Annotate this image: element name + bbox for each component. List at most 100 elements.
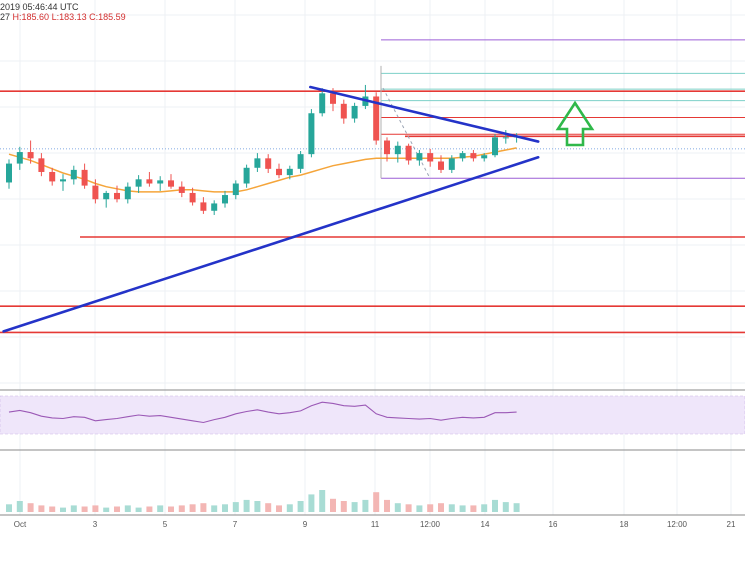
candle-body <box>81 169 88 186</box>
volume-bar <box>222 504 228 512</box>
candle-body <box>286 168 293 176</box>
volume-bar <box>189 504 196 512</box>
x-tick-label: 3 <box>93 520 98 529</box>
x-tick-label: 7 <box>233 520 238 529</box>
candle-body <box>492 137 498 156</box>
x-tick-label: 18 <box>620 520 629 529</box>
candle-body <box>405 145 412 161</box>
candle-body <box>265 158 272 169</box>
candle-body <box>340 103 347 119</box>
volume-bar <box>492 499 498 512</box>
horizontal-levels <box>0 90 745 334</box>
candle-body <box>502 137 509 139</box>
candle-body <box>92 185 99 200</box>
candle-body <box>254 158 261 168</box>
volume-bar <box>340 501 347 512</box>
candle-body <box>297 154 304 169</box>
volume-bar <box>60 507 66 512</box>
up-arrow-icon <box>555 100 595 147</box>
header-open: 27 <box>0 12 11 22</box>
rsi-panel <box>0 395 745 435</box>
volume-bar <box>319 490 326 512</box>
volume-bar <box>168 506 174 512</box>
candle-body <box>189 192 196 203</box>
rsi-line <box>8 401 517 424</box>
volume-bar <box>438 503 444 512</box>
volume-bar <box>308 494 315 512</box>
volume-bar <box>265 503 272 512</box>
volume-bar <box>394 503 401 512</box>
candle-body <box>16 152 23 164</box>
candle-body <box>70 169 77 180</box>
volume-bar <box>178 505 185 512</box>
volume-bar <box>200 503 207 512</box>
candle-body <box>373 96 380 141</box>
candle-body <box>222 195 228 204</box>
volume-bar <box>286 504 293 512</box>
candle-body <box>308 113 315 155</box>
grid <box>0 0 745 516</box>
volume-bar <box>416 505 423 512</box>
header-low: L:183.13 <box>51 12 87 22</box>
volume-bar <box>481 504 488 512</box>
fib-diagonal-line <box>382 87 431 179</box>
candlesticks <box>6 84 520 215</box>
x-axis: Oct 3 5 7 9 11 12:00 14 16 18 12:00 21 <box>14 520 736 529</box>
header-high: H:185.60 <box>12 12 50 22</box>
x-tick-label: 5 <box>163 520 168 529</box>
volume-bar <box>448 504 455 512</box>
x-tick-label: 12:00 <box>420 520 441 529</box>
candle-body <box>459 153 466 159</box>
volume-bar <box>146 506 153 512</box>
volume-bar <box>254 501 261 512</box>
volume-bar <box>157 505 164 512</box>
volume-bar <box>373 492 380 512</box>
candle-body <box>103 192 110 200</box>
volume-bar <box>362 499 369 512</box>
volume-bar <box>81 506 88 512</box>
volume-bar <box>459 505 466 512</box>
candle-body <box>114 192 120 200</box>
volume-bar <box>135 507 142 512</box>
volume-bar <box>330 498 336 512</box>
ohlc-header: 2019 05:46:44 UTC 27 H:185.60 L:183.13 C… <box>0 2 126 22</box>
candle-body <box>481 155 488 159</box>
x-tick-label: 14 <box>481 520 490 529</box>
volume-bar <box>513 503 520 512</box>
candle-body <box>470 153 477 159</box>
volume-bar <box>427 504 434 512</box>
candle-body <box>6 163 12 183</box>
volume-bar <box>405 504 412 512</box>
candle-body <box>124 186 131 200</box>
candle-body <box>416 153 423 161</box>
candle-body <box>427 153 434 162</box>
candle-body <box>319 93 326 114</box>
trendline <box>2 155 540 333</box>
x-tick-label: 21 <box>727 520 736 529</box>
x-tick-label: 9 <box>303 520 308 529</box>
candle-body <box>38 158 45 172</box>
volume-bar <box>6 504 12 512</box>
volume-bar <box>103 507 110 512</box>
candle-body <box>438 161 444 170</box>
x-tick-label: 11 <box>371 520 380 529</box>
volume-bar <box>502 502 509 512</box>
candle-body <box>60 179 66 182</box>
volume-bar <box>232 502 239 512</box>
volume-bar <box>211 505 218 512</box>
candle-body <box>135 179 142 187</box>
x-tick-label: 16 <box>549 520 558 529</box>
candle-body <box>232 183 239 196</box>
trendline <box>309 85 540 143</box>
volume-bar <box>470 505 477 512</box>
trendlines <box>2 85 540 333</box>
candle-body <box>211 203 218 211</box>
volume-bar <box>70 505 77 512</box>
candle-body <box>394 145 401 155</box>
volume-bar <box>124 505 131 512</box>
candle-body <box>448 158 455 170</box>
candle-body <box>49 171 56 182</box>
volume-bar <box>243 499 250 512</box>
